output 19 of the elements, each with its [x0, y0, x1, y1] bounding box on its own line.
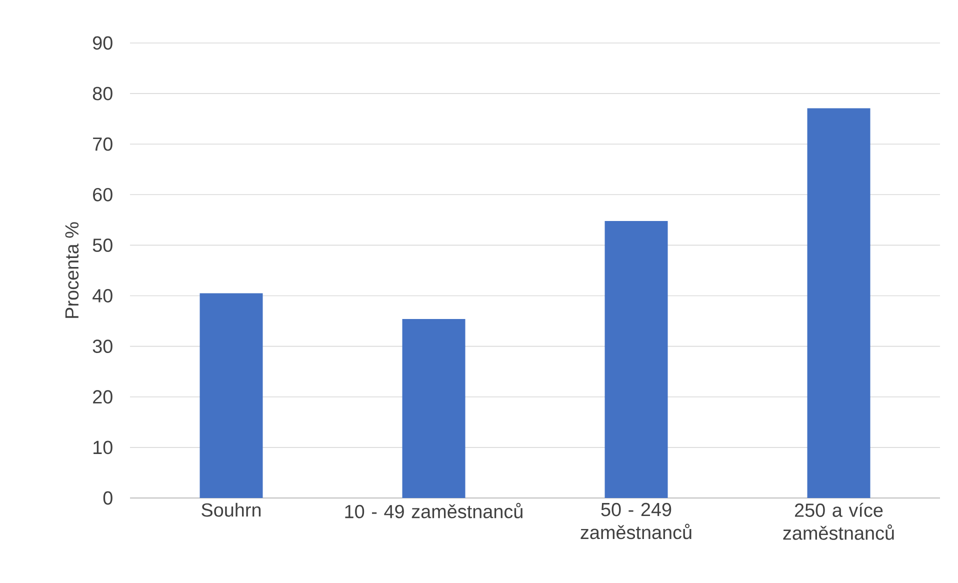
y-tick-label: 0 — [103, 491, 112, 505]
y-axis-title: Procenta % — [65, 222, 79, 318]
x-tick-label: Souhrn — [202, 502, 261, 517]
x-tick-label: 50 - 249 zaměstnanců — [580, 502, 692, 540]
bar — [604, 220, 668, 498]
y-tick-label: 80 — [92, 86, 112, 100]
y-tick-label: 10 — [94, 440, 112, 454]
y-tick-label: 70 — [93, 137, 112, 151]
x-tick-label: 250 a více zaměstnanců — [783, 502, 894, 540]
bar — [402, 319, 466, 498]
bar — [807, 108, 870, 498]
y-tick-label: 20 — [93, 390, 112, 404]
bar — [200, 293, 263, 498]
y-tick-label: 30 — [92, 340, 112, 354]
y-tick-label: 90 — [92, 36, 112, 50]
x-tick-label: 10 - 49 zaměstnanců — [345, 502, 522, 518]
y-tick-label: 40 — [92, 289, 112, 302]
y-tick-label: 60 — [93, 188, 112, 202]
y-tick-label: 50 — [92, 238, 112, 252]
